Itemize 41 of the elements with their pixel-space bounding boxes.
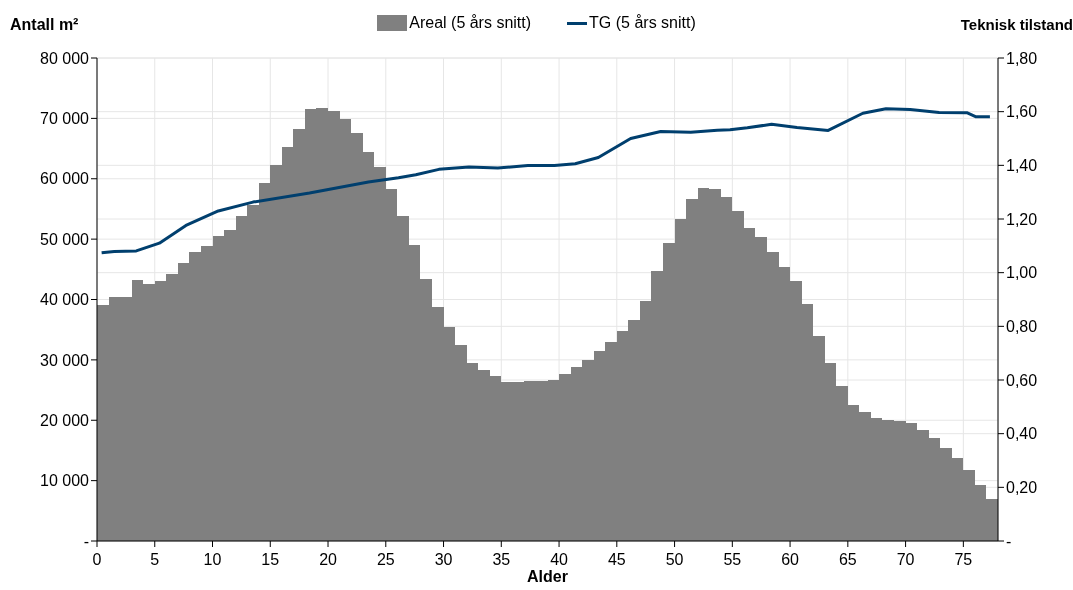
x-tick-label: 10 [203, 551, 222, 568]
y-tick-label: - [83, 532, 89, 550]
x-tick-label: 40 [550, 551, 569, 568]
x-tick-label: 75 [954, 551, 973, 568]
x-tick-label: 5 [150, 551, 160, 568]
y-tick-label: 80 000 [40, 49, 90, 67]
x-tick-label: 65 [838, 551, 857, 568]
line-series [100, 107, 992, 255]
y2-tick-label: 0,80 [1006, 318, 1038, 336]
y2-tick-label: 1,20 [1006, 210, 1038, 228]
x-tick-label: 25 [376, 551, 395, 568]
y-tick-label: 20 000 [40, 411, 90, 429]
x-tick-label: 60 [781, 551, 800, 568]
x-tick-label: 70 [896, 551, 915, 568]
x-tick-label: 15 [261, 551, 280, 568]
legend-label: Areal (5 års snitt) [409, 14, 532, 32]
x-tick-label: 20 [319, 551, 338, 568]
x-tick-label: 55 [723, 551, 742, 568]
x-tick-label: 30 [434, 551, 453, 568]
y2-tick-label: 0,20 [1006, 479, 1038, 497]
legend-label: TG (5 års snitt) [589, 14, 696, 32]
y2-tick-label: 1,60 [1006, 103, 1038, 121]
y2-tick-label: - [1006, 532, 1012, 550]
y-tick-label: 10 000 [40, 472, 90, 490]
x-tick-label: 35 [492, 551, 511, 568]
y2-tick-label: 0,40 [1006, 425, 1038, 443]
y2-tick-label: 1,40 [1006, 157, 1038, 175]
y-axis-title: Antall m² [10, 16, 79, 33]
y-tick-label: 40 000 [40, 291, 90, 309]
x-axis-title: Alder [527, 568, 568, 585]
y2-tick-label: 1,00 [1006, 264, 1038, 282]
y2-axis-title: Teknisk tilstand [960, 16, 1073, 33]
y2-tick-label: 1,80 [1006, 49, 1038, 67]
x-tick-label: 0 [92, 551, 102, 568]
y2-tick-label: 0,60 [1006, 371, 1038, 389]
y-tick-label: 50 000 [40, 230, 90, 248]
x-tick-label: 50 [665, 551, 684, 568]
y-tick-label: 70 000 [40, 110, 90, 128]
y-tick-label: 30 000 [40, 351, 90, 369]
x-tick-label: 45 [607, 551, 626, 568]
y-tick-label: 60 000 [40, 170, 90, 188]
